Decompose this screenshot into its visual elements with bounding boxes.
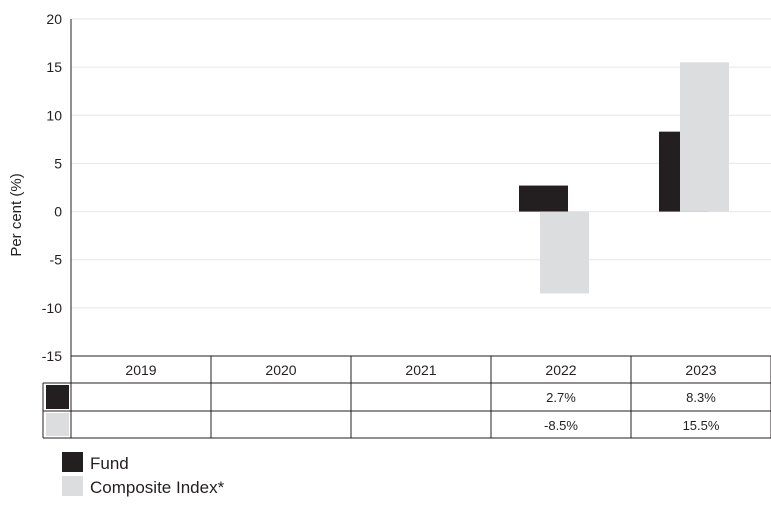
bar-composite-index--2022 bbox=[540, 211, 589, 294]
x-tick-label: 2023 bbox=[685, 362, 716, 378]
legend-label: Composite Index* bbox=[90, 478, 225, 497]
table-swatch-fund bbox=[46, 385, 69, 409]
y-tick-label: -15 bbox=[42, 348, 62, 364]
grid-lines bbox=[70, 18, 771, 357]
legend: Fund Composite Index* bbox=[62, 452, 225, 497]
y-axis-ticks: 20 15 10 5 0 -5 -10 -15 bbox=[42, 11, 62, 364]
table-value: 15.5% bbox=[683, 418, 720, 433]
data-table: 2019 2020 2021 2022 2023 2.7% 8.3% -8.5% 15.5% bbox=[42, 355, 771, 439]
y-tick-label: 20 bbox=[46, 11, 62, 27]
table-value: -8.5% bbox=[544, 418, 578, 433]
x-tick-label: 2019 bbox=[125, 362, 156, 378]
y-tick-label: 10 bbox=[46, 107, 62, 123]
y-tick-label: -5 bbox=[50, 252, 63, 268]
table-value: 2.7% bbox=[546, 390, 576, 405]
legend-swatch bbox=[62, 452, 83, 472]
y-axis-label: Per cent (%) bbox=[8, 173, 25, 256]
table-swatch-index bbox=[46, 413, 69, 436]
x-tick-label: 2022 bbox=[545, 362, 576, 378]
y-tick-label: 0 bbox=[54, 204, 62, 220]
y-tick-label: -10 bbox=[42, 300, 62, 316]
legend-swatch bbox=[62, 476, 83, 496]
y-tick-label: 5 bbox=[54, 155, 62, 171]
bar-fund-2022 bbox=[519, 185, 568, 212]
x-tick-label: 2021 bbox=[405, 362, 436, 378]
bars bbox=[519, 62, 729, 294]
table-value: 8.3% bbox=[686, 390, 716, 405]
y-tick-label: 15 bbox=[46, 59, 62, 75]
x-tick-label: 2020 bbox=[265, 362, 296, 378]
legend-label: Fund bbox=[90, 454, 129, 473]
bar-composite-index--2023 bbox=[680, 62, 729, 212]
